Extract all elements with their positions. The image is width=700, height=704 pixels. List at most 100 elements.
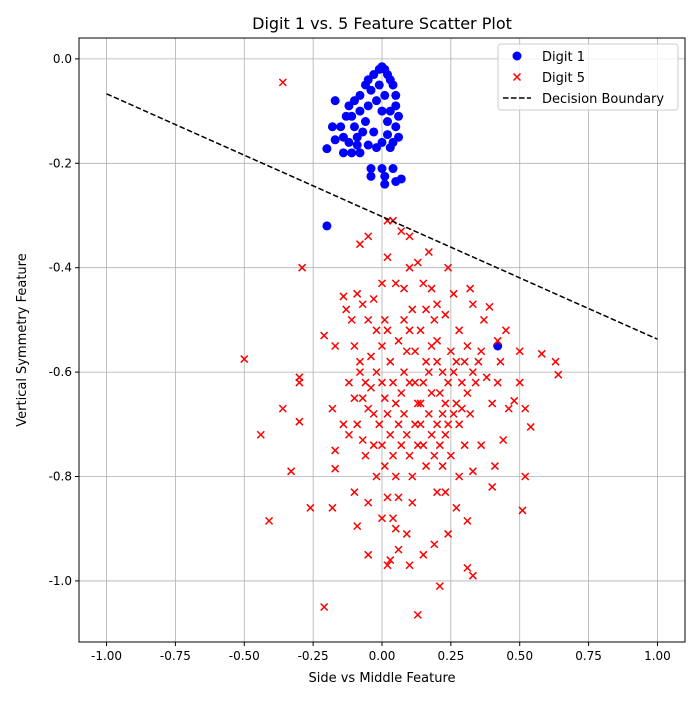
digit-5-point [515,347,524,356]
digit-1-point [349,122,359,132]
digit-5-point [355,368,364,377]
digit-5-point [496,357,505,366]
digit-5-point [331,341,340,351]
x-tick-label: 1.00 [644,649,671,663]
digit-5-point [361,451,370,460]
digit-1-point [388,80,398,90]
digit-5-point [441,310,450,319]
digit-5-point [444,378,453,387]
digit-5-point [364,550,373,559]
digit-1-point [493,341,503,351]
digit-5-point [405,561,414,570]
digit-5-point [521,472,530,481]
legend-label-digit-1: Digit 1 [542,50,585,65]
digit-5-point [339,420,348,429]
y-axis-label: Vertical Symmetry Feature [15,253,30,426]
digit-5-point [493,336,502,345]
digit-5-point [344,378,353,387]
digit-5-point [411,420,420,429]
x-tick-label: 0.50 [506,649,533,663]
digit-5-point [380,462,389,471]
digit-5-point [463,341,472,351]
digit-5-point [463,388,472,398]
digit-5-point [490,462,499,471]
digit-5-point [479,315,488,324]
digit-5-point [400,409,409,418]
digit-1-point [355,148,365,158]
digit-5-point [424,368,433,377]
digit-5-point [405,232,414,241]
digit-5-point [383,253,392,262]
digit-5-point [391,524,400,533]
digit-5-point [419,550,428,559]
digit-5-point [369,294,378,304]
digit-5-point [394,545,403,554]
digit-1-point [385,106,395,116]
digit-5-point [372,326,381,335]
digit-1-point [330,96,340,106]
digit-5-point [298,263,307,272]
digit-5-point [377,279,387,288]
digit-1-point [338,148,348,158]
digit-5-point [446,347,455,356]
digit-5-point [424,409,433,418]
x-tick-label: -0.25 [298,649,329,663]
digit-5-point [457,378,466,387]
digit-5-point [358,300,367,309]
x-tick-label: -0.75 [160,649,191,663]
digit-5-point [455,326,464,335]
digit-1-point [377,137,387,147]
digit-5-point [358,435,367,445]
digit-5-point [402,347,411,356]
digit-5-point [430,315,439,324]
digit-5-point [485,302,494,311]
digit-5-point [438,462,447,471]
chart-title: Digit 1 vs. 5 Feature Scatter Plot [252,14,512,33]
digit-5-point [413,610,422,619]
y-tick-label: -0.4 [49,261,72,275]
digit-5-point [355,240,364,249]
digit-5-point [452,357,461,366]
digit-5-point [471,378,480,387]
digit-1-point [385,143,395,153]
digit-5-point [328,503,337,512]
digit-1-point [380,179,390,189]
digit-5-point [306,503,315,512]
x-tick-label: -1.00 [91,649,122,663]
digit-5-point [466,409,475,418]
digit-5-point [554,370,563,379]
digit-5-point [441,399,450,408]
digit-5-point [383,493,392,502]
digit-5-point [408,305,417,314]
digit-5-point [320,602,329,612]
digit-5-point [433,420,442,429]
digit-1-point [374,80,384,90]
digit-5-point [278,78,287,87]
digit-5-point [482,373,491,382]
digit-5-point [488,482,497,491]
digit-5-point [397,388,406,398]
digit-1-point [344,101,354,111]
digit-5-point [413,399,422,408]
digit-5-point [353,522,362,531]
digit-5-point [391,472,400,481]
digit-5-point [504,404,513,413]
digit-5-point [388,378,398,387]
digit-5-point [295,417,304,426]
digit-5-point [452,503,461,512]
digit-5-point [397,227,406,236]
digit-1-point [344,137,354,147]
digit-5-point [278,404,287,413]
digit-5-point [339,292,348,301]
digit-5-point [427,430,436,439]
digit-5-point [358,394,367,403]
digit-5-point [422,462,431,471]
digit-1-point [355,106,365,116]
digit-5-point [433,357,442,366]
digit-5-point [350,341,359,351]
digit-5-point [364,498,373,507]
digit-5-point [455,472,464,481]
digit-5-point [411,347,420,356]
digit-5-point [364,315,373,324]
digit-1-point [380,90,390,100]
